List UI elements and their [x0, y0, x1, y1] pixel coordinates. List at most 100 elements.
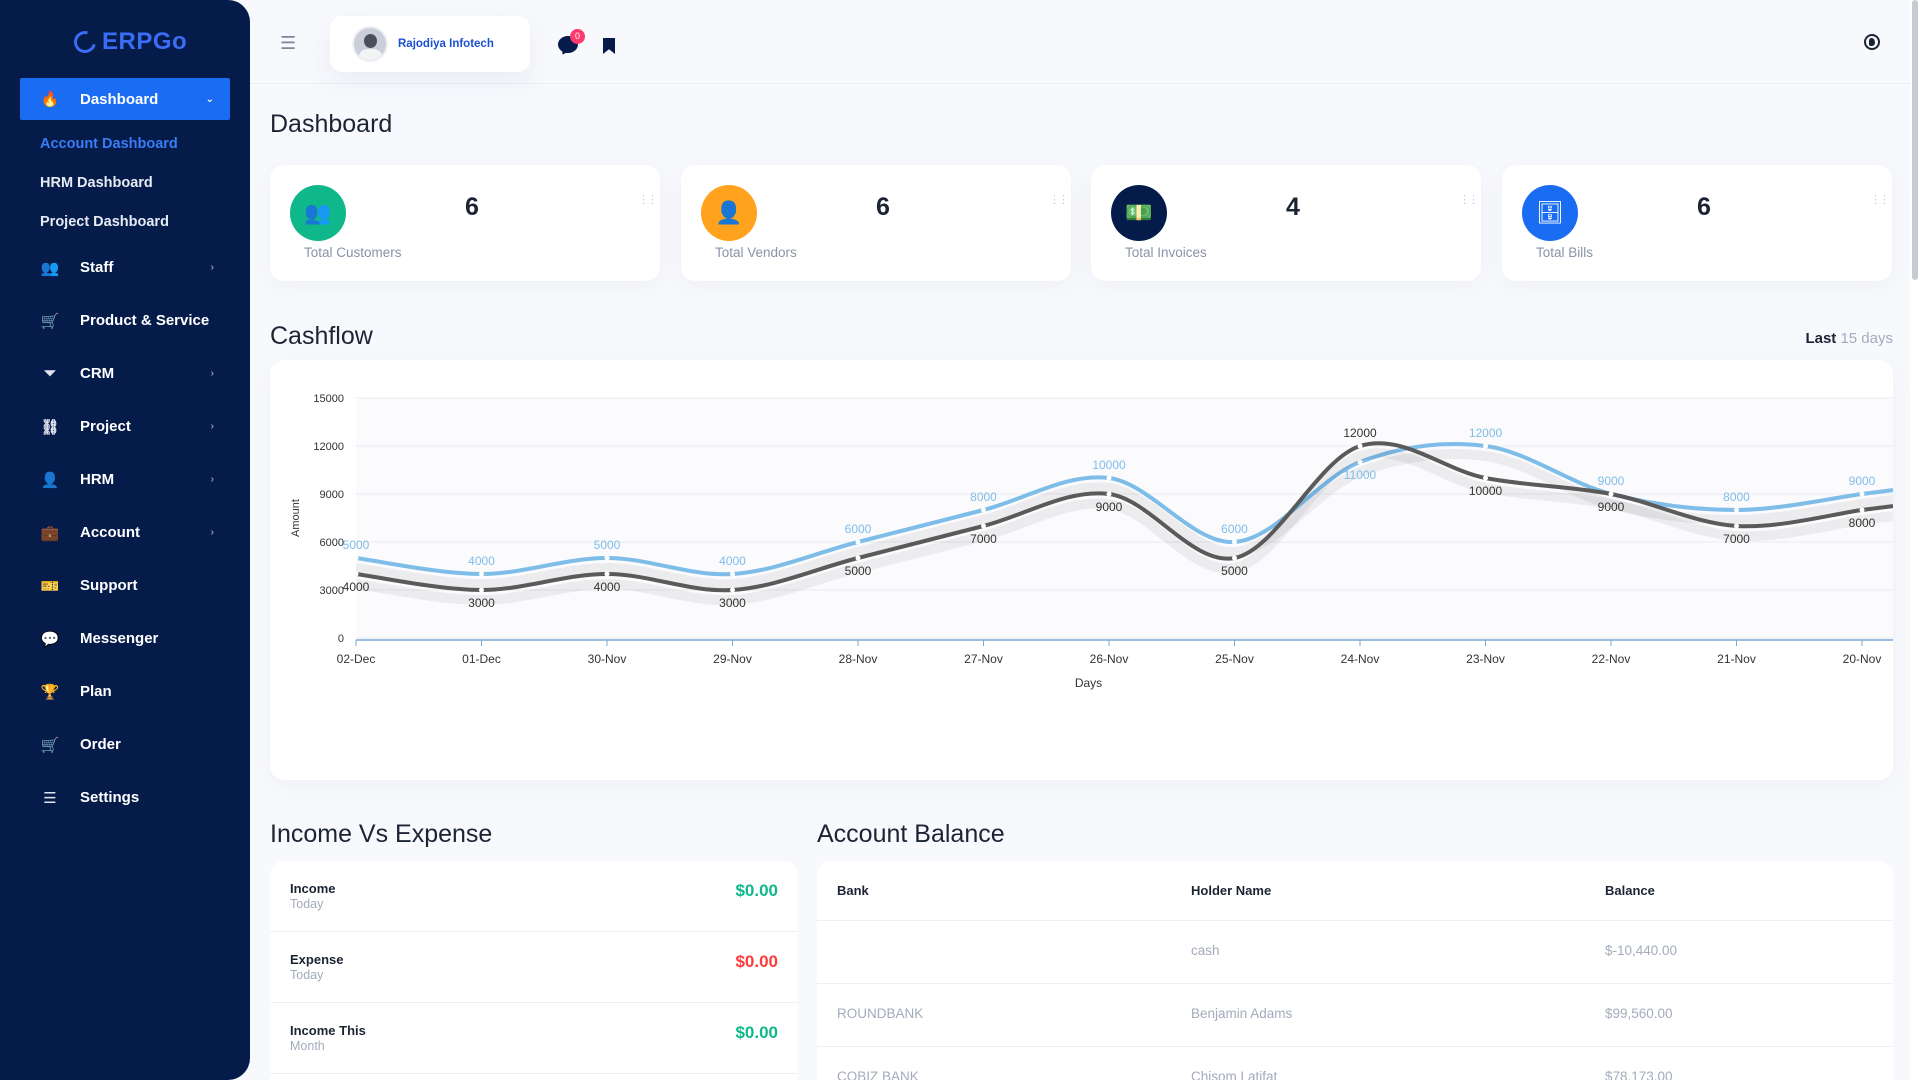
data-point[interactable]: [1357, 459, 1363, 465]
data-point[interactable]: [1734, 507, 1739, 513]
data-label: 8000: [1849, 516, 1876, 530]
chat-icon: 💬: [40, 630, 60, 648]
menu-toggle-icon[interactable]: ☰: [280, 33, 297, 53]
data-label: 9000: [1598, 474, 1625, 488]
sidebar-item-label: Plan: [80, 683, 112, 700]
data-point[interactable]: [1232, 539, 1237, 545]
drag-handle-icon[interactable]: ⋮⋮: [1870, 194, 1890, 206]
table-row[interactable]: COBIZ BANK Chisom Latifat $78,173.00: [817, 1047, 1893, 1080]
data-point[interactable]: [479, 571, 484, 577]
data-point[interactable]: [1483, 475, 1488, 481]
data-point[interactable]: [855, 555, 861, 561]
stat-label: Total Customers: [304, 245, 402, 260]
cashflow-title: Cashflow: [270, 322, 373, 350]
data-point[interactable]: [353, 555, 359, 561]
sidebar-item-label: Dashboard: [80, 90, 159, 108]
scrollbar-thumb[interactable]: [1912, 0, 1918, 280]
table-cell: Chisom Latifat: [1191, 1069, 1278, 1080]
bookmark-icon[interactable]: [603, 38, 615, 54]
language-globe-icon[interactable]: [1864, 34, 1880, 50]
stat-value: 6: [465, 193, 479, 221]
user-name: Rajodiya Infotech: [398, 38, 494, 50]
data-label: 10000: [1092, 458, 1126, 472]
cashflow-period: Last 15 days: [1805, 330, 1893, 347]
sidebar-item-settings[interactable]: ☰ Settings: [20, 771, 230, 824]
table-cell: $-10,440.00: [1605, 943, 1678, 958]
sidebar-item-plan[interactable]: 🏆 Plan: [20, 665, 230, 718]
drag-handle-icon[interactable]: ⋮⋮: [1459, 194, 1479, 206]
x-tick-label: 27-Nov: [964, 652, 1003, 666]
income-expense-title: Income Vs Expense: [270, 820, 493, 848]
data-point[interactable]: [1232, 555, 1237, 561]
chevron-right-icon: ›: [210, 368, 214, 379]
data-point[interactable]: [981, 523, 986, 529]
data-label: 7000: [1723, 532, 1750, 546]
data-point[interactable]: [855, 539, 861, 545]
cashflow-chart-card: 0 3000 6000 9000 12000 15000 02-Dec 01-Dec 30-No…: [270, 360, 1893, 780]
table-header: Bank Holder Name Balance: [817, 861, 1893, 921]
data-point[interactable]: [1357, 443, 1363, 449]
data-label: 9000: [1096, 500, 1123, 514]
stat-card[interactable]: 👤 6 Total Vendors ⋮⋮: [681, 165, 1071, 281]
top-header: ☰ Rajodiya Infotech 0: [250, 0, 1920, 84]
dashboard-icon: 🔥: [40, 91, 60, 108]
sidebar-nav: 🔥 Dashboard ⌄ Account Dashboard HRM Dashboar…: [20, 78, 230, 824]
data-point[interactable]: [1608, 491, 1614, 497]
project-icon: ⛓: [40, 418, 60, 436]
sidebar-item-label: Order: [80, 736, 121, 753]
users-icon: 👥: [40, 259, 60, 277]
sidebar-item-product[interactable]: 🛒 Product & Service: [20, 294, 230, 347]
stat-card[interactable]: 👥 6 Total Customers ⋮⋮: [270, 165, 660, 281]
income-row-label: Expense: [290, 952, 344, 967]
table-row[interactable]: ROUNDBANK Benjamin Adams $99,560.00: [817, 984, 1893, 1047]
income-row-period: Month: [290, 1039, 325, 1053]
data-label: 4000: [719, 554, 746, 568]
sidebar-item-project[interactable]: ⛓ Project ›: [20, 400, 230, 453]
sliders-icon: ☰: [43, 789, 57, 807]
plot-area: [356, 398, 1893, 638]
data-point[interactable]: [1859, 491, 1865, 497]
submenu-item[interactable]: HRM Dashboard: [40, 174, 153, 191]
data-label: 11000: [1344, 468, 1377, 482]
sidebar-item-hrm[interactable]: 👤 HRM ›: [20, 453, 230, 506]
data-point[interactable]: [1483, 443, 1488, 449]
data-point[interactable]: [604, 555, 610, 561]
data-point[interactable]: [1734, 523, 1739, 529]
stat-card[interactable]: 💵 4 Total Invoices ⋮⋮: [1091, 165, 1481, 281]
data-point[interactable]: [353, 571, 359, 577]
sidebar-item-account[interactable]: 💼 Account ›: [20, 506, 230, 559]
data-point[interactable]: [1106, 491, 1112, 497]
brand-logo[interactable]: ERPGo: [69, 26, 187, 58]
x-tick-label: 28-Nov: [839, 652, 878, 666]
data-label: 6000: [845, 522, 872, 536]
submenu-item[interactable]: Project Dashboard: [40, 213, 169, 230]
data-point[interactable]: [730, 571, 735, 577]
page-scrollbar[interactable]: [1910, 0, 1920, 1080]
drag-handle-icon[interactable]: ⋮⋮: [638, 194, 658, 206]
income-row-value: $0.00: [735, 952, 778, 971]
sidebar-item-support[interactable]: 🎫 Support: [20, 559, 230, 612]
sidebar-item-messenger[interactable]: 💬 Messenger: [20, 612, 230, 665]
data-point[interactable]: [479, 587, 484, 593]
series-line: [355, 441, 1893, 593]
data-point[interactable]: [1859, 507, 1865, 513]
sidebar-item-crm[interactable]: ⏷ CRM ›: [20, 347, 230, 400]
stat-value: 6: [876, 193, 890, 221]
message-count-badge: 0: [570, 29, 585, 44]
data-point[interactable]: [730, 587, 735, 593]
drag-handle-icon[interactable]: ⋮⋮: [1049, 194, 1069, 206]
data-label: 4000: [468, 554, 495, 568]
stat-card[interactable]: 🗄 6 Total Bills ⋮⋮: [1502, 165, 1892, 281]
sidebar-item-order[interactable]: 🛒 Order: [20, 718, 230, 771]
data-point[interactable]: [604, 571, 610, 577]
x-tick-label: 22-Nov: [1592, 652, 1631, 666]
sidebar-item-staff[interactable]: 👥 Staff ›: [20, 241, 230, 294]
data-point[interactable]: [981, 507, 986, 513]
chevron-right-icon: ›: [210, 527, 214, 538]
table-row[interactable]: cash $-10,440.00: [817, 921, 1893, 984]
sidebar-item-dashboard[interactable]: 🔥 Dashboard ⌄: [20, 78, 230, 120]
data-point[interactable]: [1106, 475, 1112, 481]
user-profile-button[interactable]: Rajodiya Infotech: [330, 16, 530, 72]
submenu-item[interactable]: Account Dashboard: [40, 135, 178, 152]
vendor-icon: 👤: [701, 185, 757, 241]
